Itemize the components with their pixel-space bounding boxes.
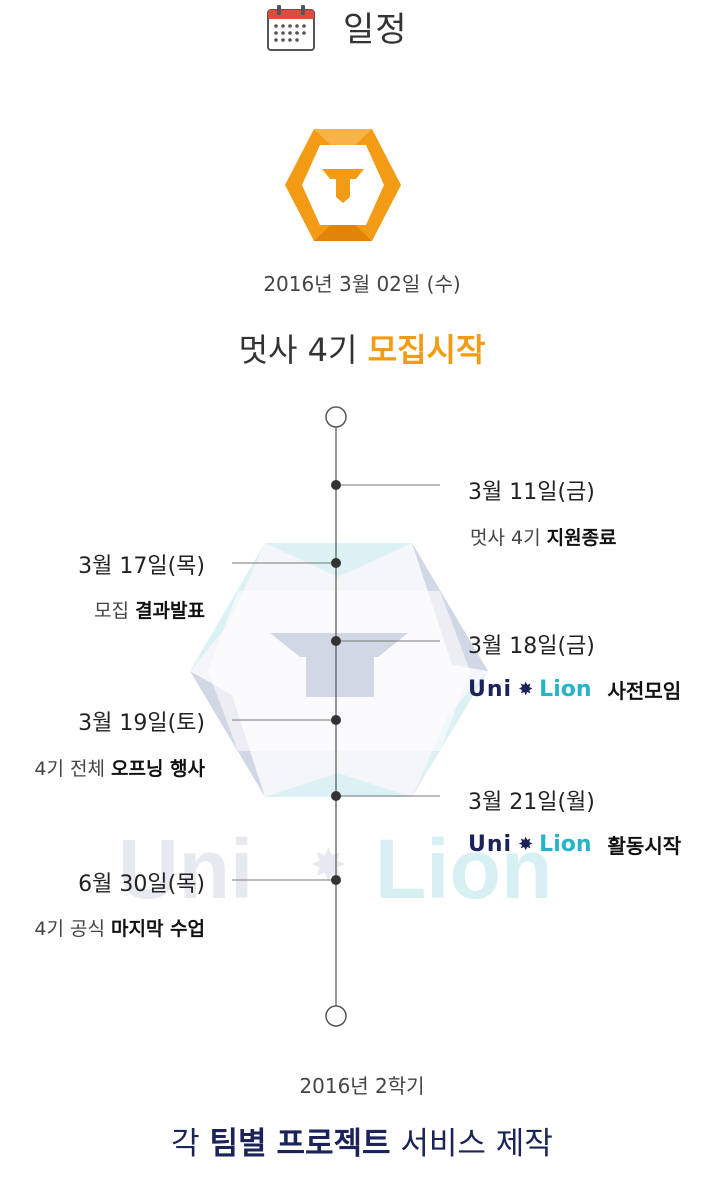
event-date: 3월 17일(목)	[78, 554, 205, 579]
footer-headline-strong: 프로젝트	[276, 1126, 391, 1162]
unilion-logo-lion: Lion	[539, 677, 592, 702]
event-desc-strong: 지원종료	[546, 527, 617, 549]
event-desc-prefix: 멋사 4기	[470, 527, 547, 549]
hero-headline-prefix: 멋사 4기	[238, 331, 368, 369]
event-desc-strong: 활동시작	[607, 834, 682, 858]
hero-headline: 멋사 4기 모집시작	[0, 325, 724, 371]
unilion-logo-uni: Uni	[468, 677, 513, 702]
svg-text:Uni: Uni	[118, 822, 253, 916]
event-desc-strong: 마지막 수업	[110, 918, 205, 940]
timeline-graphic: Uni ✸ Lion	[118, 406, 552, 1027]
event-desc: Uni ✸ Lion 활동시작	[468, 830, 681, 859]
unilion-logo-lion: Lion	[539, 832, 592, 857]
event-desc-strong: 오프닝 행사	[110, 758, 205, 780]
footer-headline-suffix: 서비스 제작	[390, 1126, 553, 1162]
event-desc: 모집 결과발표	[0, 596, 205, 623]
hero-headline-strong: 모집시작	[367, 331, 486, 369]
lion-logo-icon	[285, 129, 401, 241]
event-desc: Uni ✸ Lion 사전모임	[468, 675, 681, 704]
calendar-icon	[267, 5, 315, 51]
unilion-logo-uni: Uni	[468, 832, 513, 857]
footer-subtitle: 2016년 2학기	[299, 1074, 425, 1098]
unilion-star-icon: ✸	[518, 679, 534, 700]
svg-text:✸: ✸	[310, 840, 347, 891]
event-desc: 4기 전체 오프닝 행사	[0, 754, 205, 781]
event-desc-strong: 결과발표	[135, 600, 205, 622]
page-title: 일정	[343, 10, 408, 50]
watermark-unilion: Uni ✸ Lion	[118, 822, 552, 916]
unilion-star-icon: ✸	[518, 834, 534, 855]
event-date: 3월 21일(월)	[468, 790, 595, 815]
event-date: 3월 19일(토)	[78, 711, 205, 736]
event-date: 3월 18일(금)	[468, 634, 595, 659]
svg-text:Lion: Lion	[375, 822, 552, 916]
watermark-hexagon	[190, 543, 488, 797]
event-desc: 4기 공식 마지막 수업	[0, 914, 205, 941]
hero-date: 2016년 3월 02일 (수)	[263, 272, 461, 296]
footer-headline: 각 팀별 프로젝트 서비스 제작	[0, 1118, 724, 1163]
event-desc-strong: 사전모임	[607, 679, 682, 703]
event-desc-prefix: 4기 공식	[34, 918, 111, 940]
event-date: 6월 30일(목)	[78, 872, 205, 897]
event-date: 3월 11일(금)	[468, 480, 595, 505]
footer-headline-strong: 팀별	[209, 1126, 267, 1162]
event-desc-prefix: 모집	[94, 600, 136, 622]
footer-headline-prefix: 각	[171, 1126, 210, 1162]
event-desc: 멋사 4기 지원종료	[470, 523, 617, 550]
event-desc-prefix: 4기 전체	[34, 758, 111, 780]
